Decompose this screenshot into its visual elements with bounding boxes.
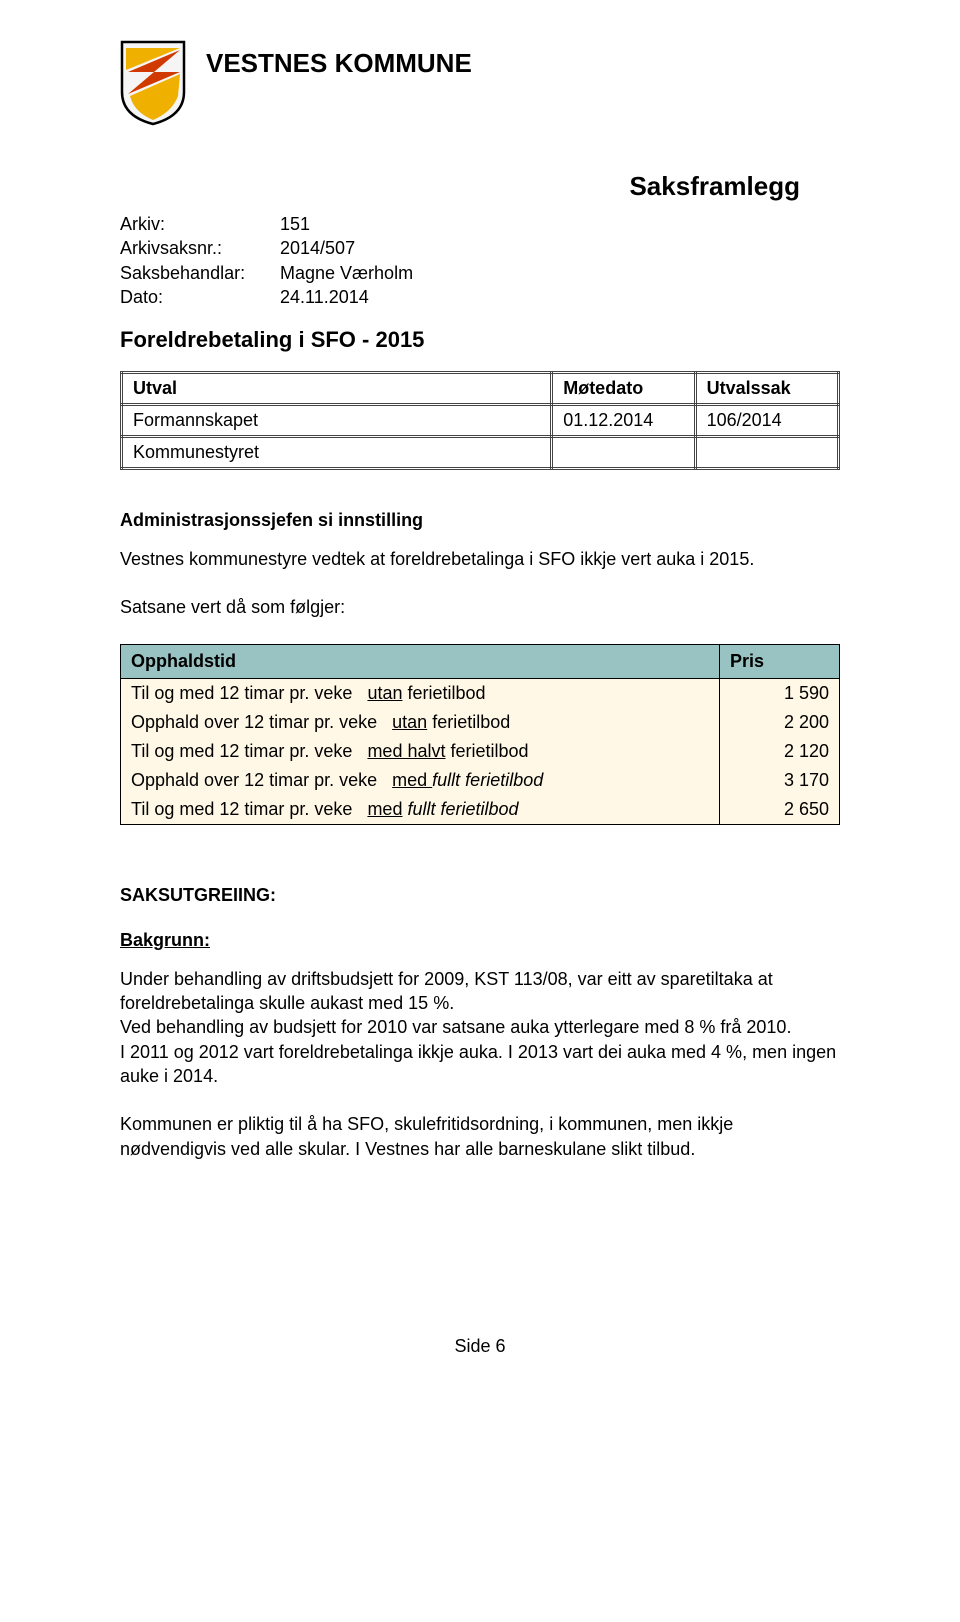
rates-row: Til og med 12 timar pr. veke med halvt f… bbox=[121, 737, 840, 766]
bakgrunn-heading: Bakgrunn: bbox=[120, 930, 840, 951]
shield-icon bbox=[120, 40, 186, 131]
meta-label: Dato: bbox=[120, 285, 280, 309]
table-cell: Kommunestyret bbox=[122, 437, 552, 469]
table-cell bbox=[695, 437, 838, 469]
table-header: Utval bbox=[122, 373, 552, 405]
bakgrunn-p2: Ved behandling av budsjett for 2010 var … bbox=[120, 1015, 840, 1039]
rates-row: Opphald over 12 timar pr. veke utan feri… bbox=[121, 708, 840, 737]
page-footer: Side 6 bbox=[120, 1336, 840, 1357]
table-cell bbox=[552, 437, 695, 469]
table-header: Utvalssak bbox=[695, 373, 838, 405]
recommendation-text: Vestnes kommunestyre vedtek at foreldreb… bbox=[120, 547, 840, 571]
rates-desc: Til og med 12 timar pr. veke med halvt f… bbox=[121, 737, 720, 766]
rates-desc: Til og med 12 timar pr. veke utan feriet… bbox=[121, 678, 720, 708]
rates-row: Opphald over 12 timar pr. veke med fullt… bbox=[121, 766, 840, 795]
recommendation-heading: Administrasjonssjefen si innstilling bbox=[120, 510, 840, 531]
document-title: Foreldrebetaling i SFO - 2015 bbox=[120, 327, 840, 353]
table-row: Kommunestyret bbox=[122, 437, 839, 469]
meta-label: Arkivsaksnr.: bbox=[120, 236, 280, 260]
rates-header-pris: Pris bbox=[720, 644, 840, 678]
rates-row: Til og med 12 timar pr. veke utan feriet… bbox=[121, 678, 840, 708]
rates-intro: Satsane vert då som følgjer: bbox=[120, 595, 840, 619]
document-page: VESTNES KOMMUNE Saksframlegg Arkiv: 151 … bbox=[0, 0, 960, 1622]
table-cell: Formannskapet bbox=[122, 405, 552, 437]
table-cell: 106/2014 bbox=[695, 405, 838, 437]
metadata-block: Arkiv: 151 Arkivsaksnr.: 2014/507 Saksbe… bbox=[120, 212, 840, 309]
meta-arkivsaksnr: Arkivsaksnr.: 2014/507 bbox=[120, 236, 840, 260]
rates-desc: Til og med 12 timar pr. veke med fullt f… bbox=[121, 795, 720, 825]
rates-desc: Opphald over 12 timar pr. veke utan feri… bbox=[121, 708, 720, 737]
table-cell: 01.12.2014 bbox=[552, 405, 695, 437]
bakgrunn-p4: Kommunen er pliktig til å ha SFO, skulef… bbox=[120, 1112, 840, 1161]
bakgrunn-p3: I 2011 og 2012 vart foreldrebetalinga ik… bbox=[120, 1040, 840, 1089]
meta-value: 2014/507 bbox=[280, 236, 355, 260]
table-row: Formannskapet 01.12.2014 106/2014 bbox=[122, 405, 839, 437]
meta-label: Arkiv: bbox=[120, 212, 280, 236]
meta-arkiv: Arkiv: 151 bbox=[120, 212, 840, 236]
meta-saksbehandlar: Saksbehandlar: Magne Værholm bbox=[120, 261, 840, 285]
saksutgreiing-heading: SAKSUTGREIING: bbox=[120, 885, 840, 906]
rates-header-opphaldstid: Opphaldstid bbox=[121, 644, 720, 678]
meeting-table: Utval Møtedato Utvalssak Formannskapet 0… bbox=[120, 371, 840, 470]
meta-label: Saksbehandlar: bbox=[120, 261, 280, 285]
org-title: VESTNES KOMMUNE bbox=[206, 48, 472, 79]
bakgrunn-p1: Under behandling av driftsbudsjett for 2… bbox=[120, 967, 840, 1016]
header: VESTNES KOMMUNE bbox=[120, 40, 840, 131]
document-type: Saksframlegg bbox=[120, 171, 840, 202]
meta-value: 24.11.2014 bbox=[280, 285, 369, 309]
rates-price: 3 170 bbox=[720, 766, 840, 795]
rates-price: 2 120 bbox=[720, 737, 840, 766]
table-header: Møtedato bbox=[552, 373, 695, 405]
rates-desc: Opphald over 12 timar pr. veke med fullt… bbox=[121, 766, 720, 795]
meta-dato: Dato: 24.11.2014 bbox=[120, 285, 840, 309]
rates-price: 2 200 bbox=[720, 708, 840, 737]
rates-price: 1 590 bbox=[720, 678, 840, 708]
rates-table: Opphaldstid Pris Til og med 12 timar pr.… bbox=[120, 644, 840, 825]
rates-row: Til og med 12 timar pr. veke med fullt f… bbox=[121, 795, 840, 825]
meta-value: 151 bbox=[280, 212, 310, 236]
meta-value: Magne Værholm bbox=[280, 261, 413, 285]
rates-price: 2 650 bbox=[720, 795, 840, 825]
